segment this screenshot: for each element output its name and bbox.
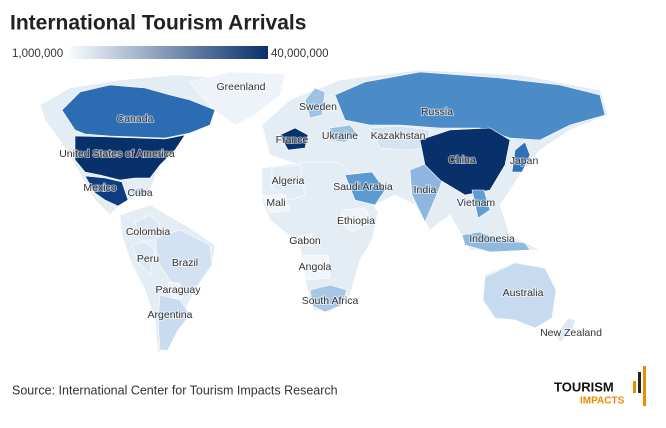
legend-min-label: 1,000,000 (12, 48, 63, 60)
country-shape (329, 124, 359, 143)
country-shape (299, 233, 313, 247)
country-shape (167, 281, 184, 299)
country-shape (61, 84, 216, 139)
countries (61, 71, 606, 351)
country-shape (555, 317, 576, 343)
country-label: Mexico (83, 182, 116, 194)
country-shape (129, 187, 151, 196)
country-shape (482, 262, 557, 329)
country-shape (154, 229, 213, 296)
country-label: Canada (117, 113, 154, 125)
country-label: South Africa (302, 295, 359, 307)
country-label: Indonesia (469, 233, 515, 245)
country-shape (304, 87, 326, 119)
country-shape (84, 175, 129, 207)
country-label: Brazil (172, 257, 198, 269)
country-shape (271, 164, 306, 201)
logo-line2: IMPACTS (580, 396, 625, 407)
country-shape (461, 231, 531, 253)
source: Source: International Center for Tourism… (12, 383, 338, 397)
country-shape (471, 189, 491, 219)
country-label: Paraguay (156, 284, 202, 296)
country-shape (189, 71, 286, 126)
country-shape (302, 254, 331, 281)
country-label: Sweden (299, 101, 337, 113)
country-label: Saudi Arabia (333, 181, 393, 193)
country-labels: Greenland Canada United States of Americ… (58, 80, 603, 340)
logo: TOURISM IMPACTS (554, 366, 646, 407)
country-label: Angola (299, 261, 332, 273)
country-label: Cuba (127, 187, 152, 199)
country-shape (279, 127, 309, 151)
country-label: Ukraine (322, 130, 358, 142)
country-shape (261, 194, 291, 214)
country-shape (419, 127, 511, 196)
country-label: Ethiopia (337, 215, 375, 227)
country-label: United States of America (59, 148, 175, 160)
country-label: China (448, 154, 476, 166)
country-label: Russia (421, 106, 453, 118)
legend-max-label: 40,000,000 (271, 48, 329, 60)
country-shape (134, 214, 161, 241)
country-label: India (414, 184, 437, 196)
country-label: France (276, 134, 309, 146)
country-label: Kazakhstan (371, 130, 426, 142)
country-label: Australia (503, 287, 544, 299)
logo-line1: TOURISM (554, 379, 614, 394)
country-shape (131, 241, 156, 276)
country-label: Argentina (148, 309, 193, 321)
country-shape (157, 294, 191, 351)
country-shape (309, 284, 348, 313)
title: International Tourism Arrivals (10, 12, 306, 35)
country-label: Peru (137, 253, 159, 265)
country-label: Mali (266, 197, 285, 209)
country-label: Vietnam (457, 197, 496, 209)
country-shape (344, 171, 386, 206)
country-shape (511, 141, 531, 173)
country-label: Japan (510, 155, 539, 167)
country-label: New Zealand (540, 327, 602, 339)
country-shape (74, 134, 186, 181)
country-label: Algeria (272, 175, 305, 187)
country-shape (334, 71, 606, 141)
country-label: Greenland (216, 81, 265, 93)
country-shape (339, 207, 373, 233)
country-label: Colombia (126, 226, 171, 238)
country-label: Gabon (289, 235, 321, 247)
legend-bar (70, 46, 268, 59)
